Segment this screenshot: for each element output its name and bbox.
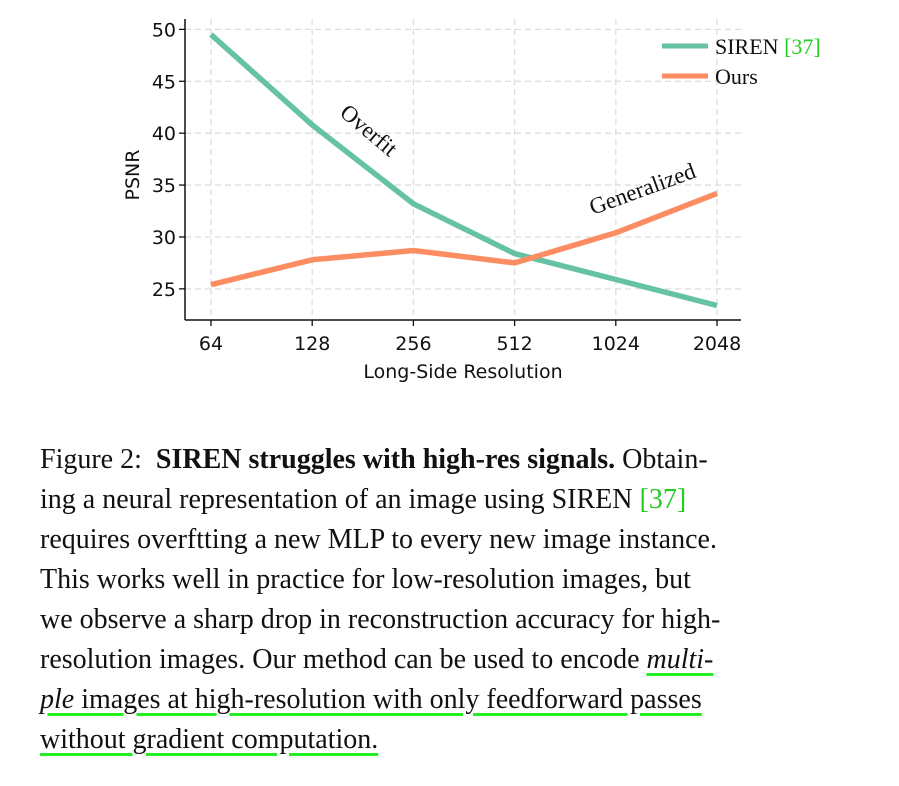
y-tick-label: 45 [152,71,176,93]
x-axis-label: Long-Side Resolution [363,361,562,383]
caption-line-6: resolution images. Our method can be use… [40,640,840,680]
caption-text-2: ing a neural representation of an image … [40,484,640,515]
y-axis-label: PSNR [122,150,144,201]
y-tick-label: 40 [152,123,176,145]
x-tick-label: 128 [294,333,330,355]
caption-line-7: ple images at high-resolution with only … [40,680,840,720]
caption-text-1: Obtain- [622,444,708,475]
caption-text-6: resolution images. Our method can be use… [40,644,647,675]
legend: SIREN [37] Ours [662,34,821,89]
x-tick-label: 1024 [592,333,640,355]
caption-label: Figure 2: [40,444,142,475]
annotation-generalized: Generalized [586,158,699,220]
y-tick-label: 35 [152,175,176,197]
series-line-siren [209,32,718,309]
caption-line-1: Figure 2: SIREN struggles with high-res … [40,440,840,480]
psnr-line-chart: 25 30 35 40 45 50 64 128 256 512 1024 2048 Long-Si… [122,19,821,383]
legend-citation: [37] [784,34,821,59]
caption-line-3: requires overftting a new MLP to every n… [40,524,717,555]
caption-citation: [37] [639,484,687,515]
x-tick-label: 256 [395,333,431,355]
caption-highlight-3: without gradient computation. [40,724,379,755]
caption-line-2: ing a neural representation of an image … [40,480,840,520]
x-tick-label: 512 [496,333,532,355]
caption-highlight-1: multi- [646,644,714,675]
caption-italic-2: ple [40,684,75,715]
caption-line-5: we observe a sharp drop in reconstructio… [40,604,721,635]
caption-line-4: This works well in practice for low-reso… [40,564,691,595]
caption-text-7: images at high-resolution with only feed… [74,684,702,715]
series-layer [209,32,718,309]
y-tick-label: 30 [152,227,176,249]
legend-label-ours: Ours [715,64,758,89]
x-tick-label: 64 [199,333,223,355]
y-tick-label: 50 [152,19,176,41]
series-line-ours [210,190,718,288]
x-tick-label: 2048 [693,333,741,355]
y-tick-label: 25 [152,279,176,301]
y-ticks: 25 30 35 40 45 50 [152,19,185,301]
caption-title: SIREN struggles with high-res signals. [155,444,616,475]
caption-line-8: without gradient computation. [40,720,840,760]
figure-caption: Figure 2: SIREN struggles with high-res … [40,440,840,760]
caption-highlight-2: ple images at high-resolution with only … [40,684,702,715]
x-ticks: 64 128 256 512 1024 2048 [199,320,741,355]
legend-label-siren: SIREN [37] [715,34,821,59]
